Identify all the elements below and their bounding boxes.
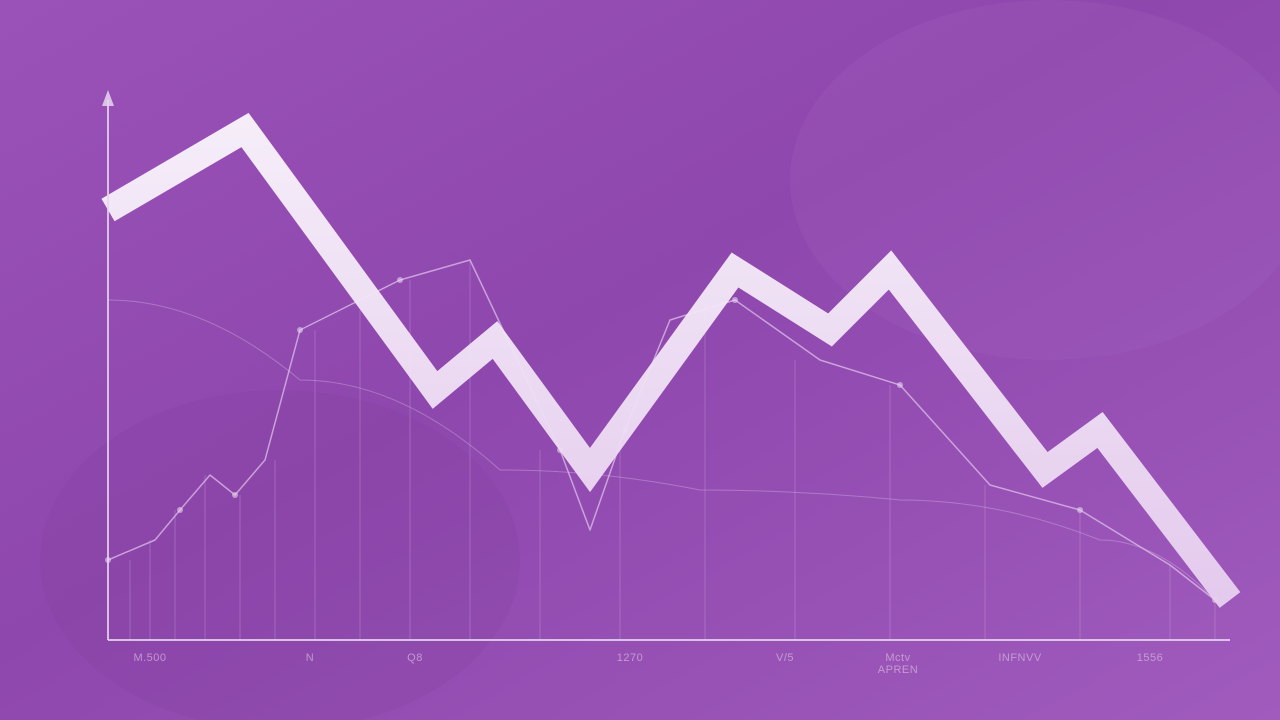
data-marker bbox=[732, 297, 738, 303]
tonal-blob bbox=[40, 390, 520, 720]
x-axis-tick-label: 1556 bbox=[1137, 652, 1163, 664]
x-axis-tick-label: Q8 bbox=[407, 652, 423, 664]
data-marker bbox=[397, 277, 403, 283]
x-axis-tick-label: V/5 bbox=[776, 652, 794, 664]
x-axis-tick-label: M.500 bbox=[133, 652, 166, 664]
data-marker bbox=[1077, 507, 1083, 513]
data-marker bbox=[897, 382, 903, 388]
data-marker bbox=[177, 507, 183, 513]
line-chart: M.500 N Q8 1270 V/5 Mctv APREN INFNVV 1556 bbox=[0, 0, 1280, 720]
chart-svg bbox=[0, 0, 1280, 720]
x-axis-tick-label: N bbox=[306, 652, 314, 664]
x-axis-tick-label: Mctv APREN bbox=[878, 652, 918, 676]
x-axis-tick-label: 1270 bbox=[617, 652, 643, 664]
data-marker bbox=[232, 492, 238, 498]
data-marker bbox=[297, 327, 303, 333]
x-axis-tick-label: INFNVV bbox=[998, 652, 1041, 664]
